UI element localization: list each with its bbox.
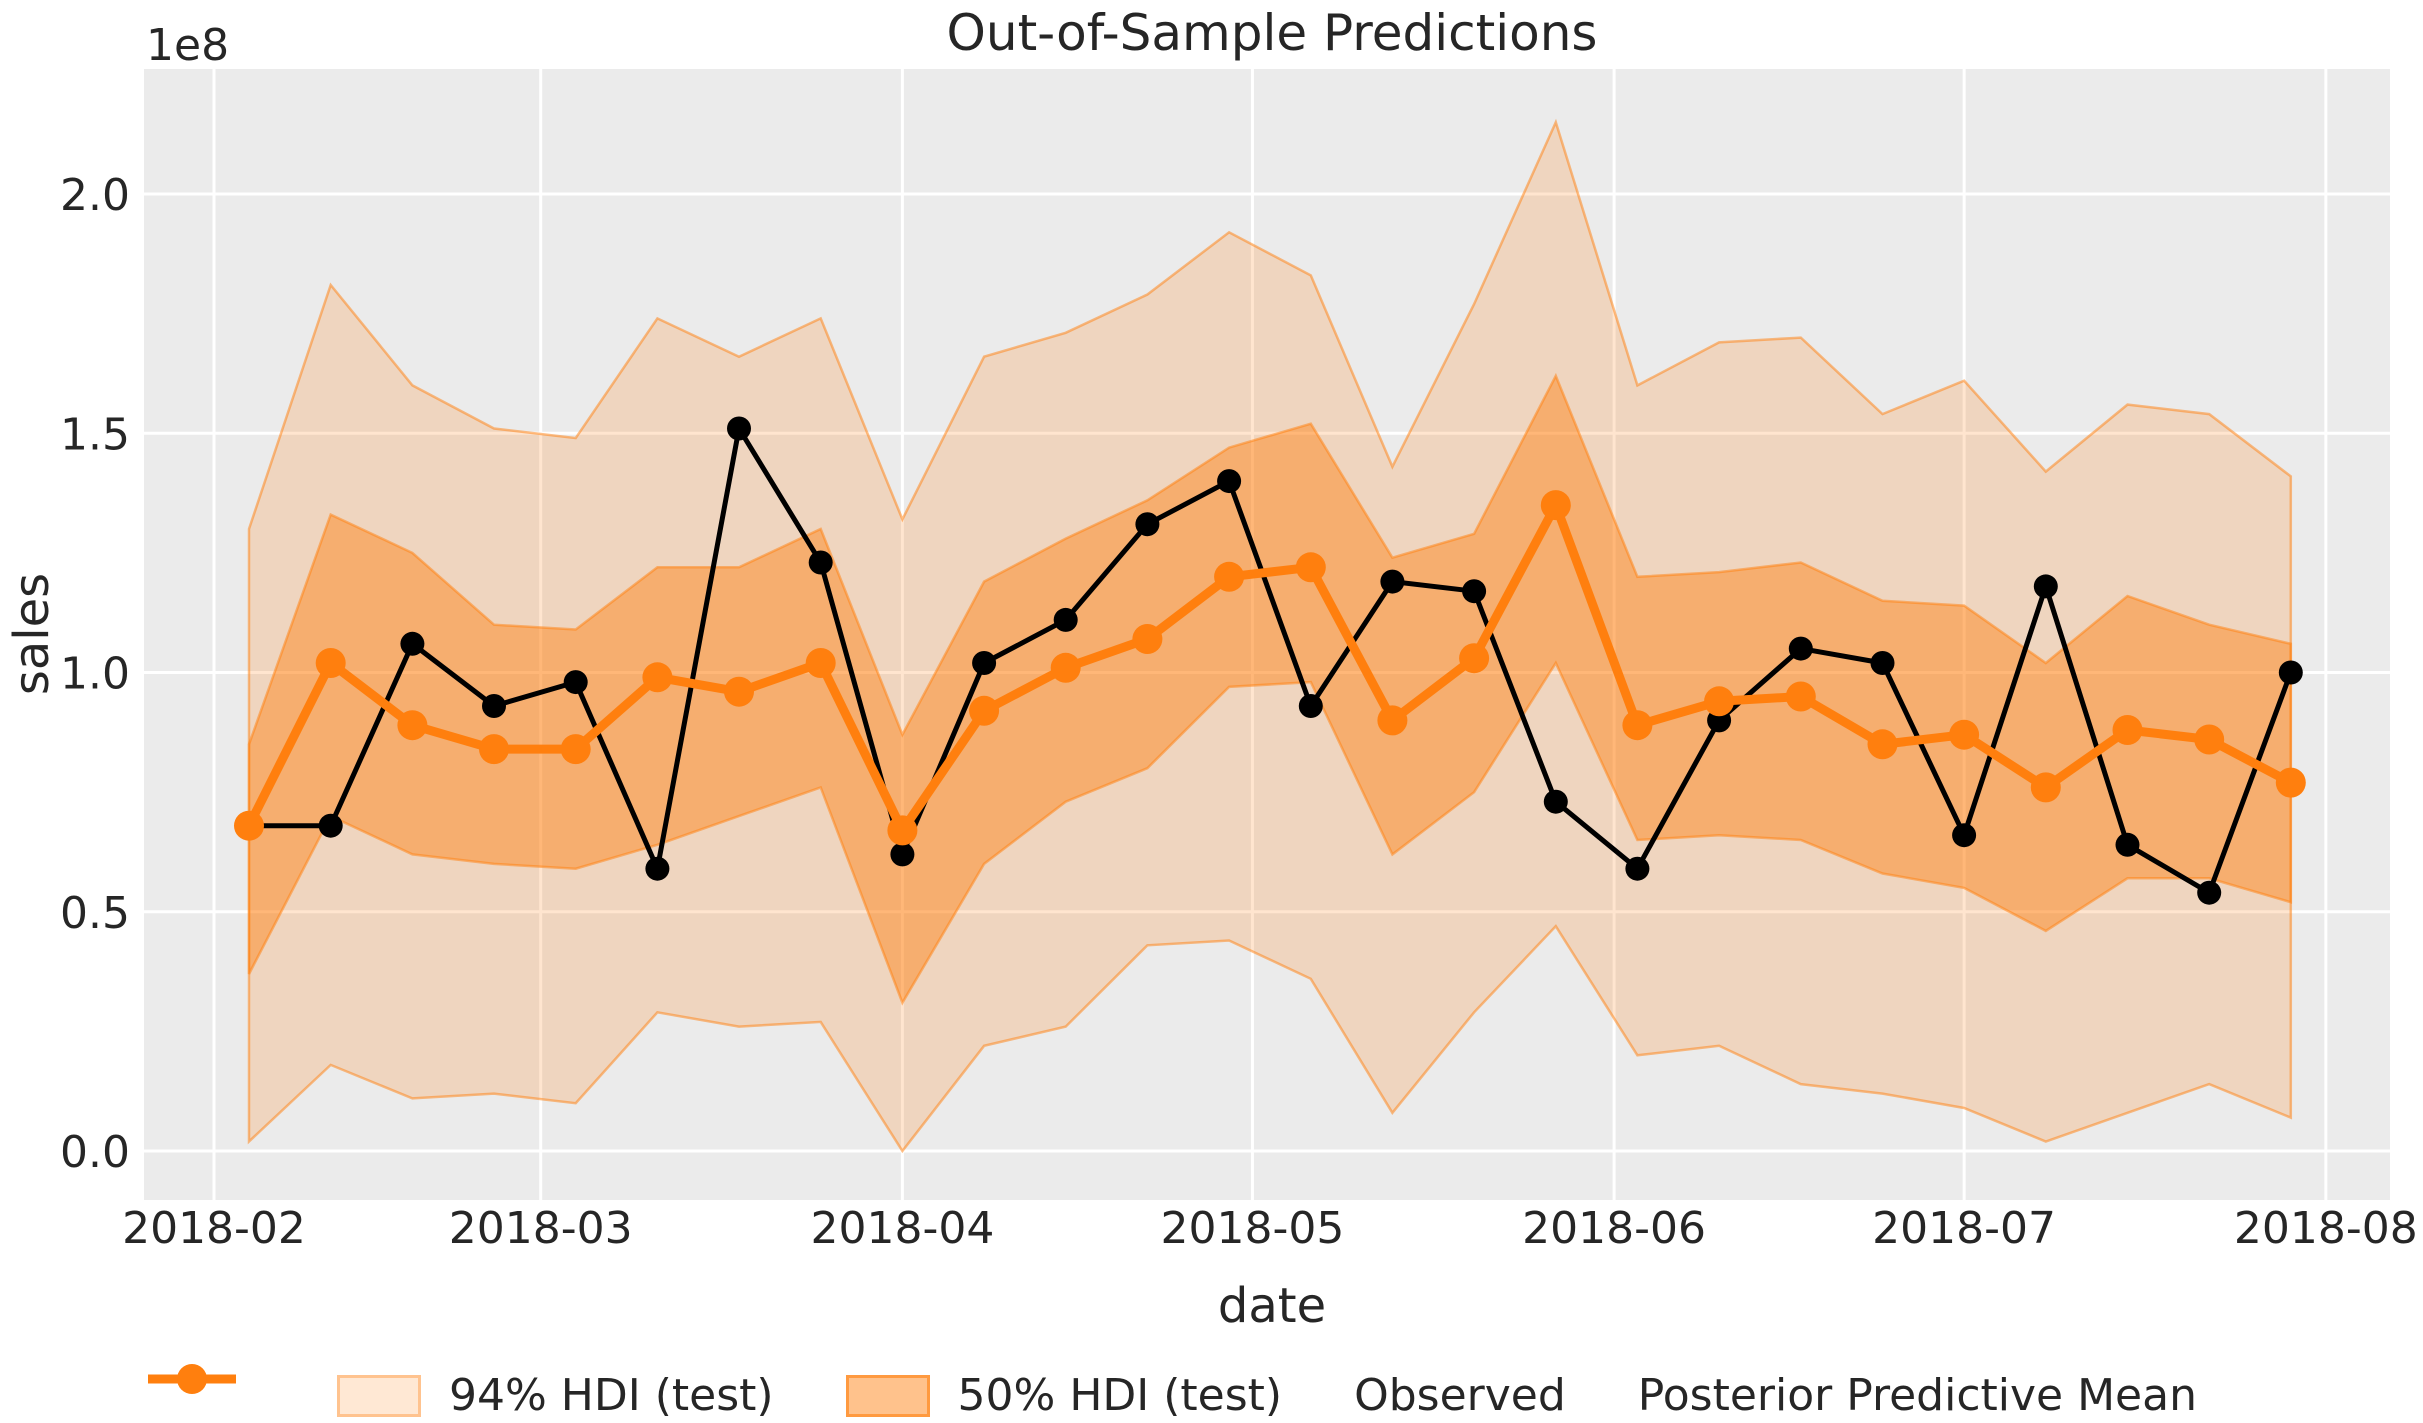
observed-marker	[1870, 651, 1895, 675]
posterior-mean-marker	[1949, 719, 1980, 750]
legend-item-posterior-mean: Posterior Predictive Mean	[148, 1364, 2197, 1421]
observed-marker	[890, 842, 915, 867]
x-tick-label: 2018-07	[1872, 1203, 2056, 1254]
hdi50-swatch-icon	[845, 1375, 930, 1417]
posterior-mean-marker	[234, 810, 264, 841]
x-tick-label: 2018-08	[2234, 1203, 2418, 1254]
legend-item-observed: Observed	[148, 1368, 1566, 1421]
posterior-mean-marker	[315, 648, 346, 678]
posterior-mean-marker	[2112, 715, 2143, 745]
observed-marker	[1380, 569, 1405, 594]
observed-marker	[2115, 832, 2140, 857]
posterior-mean-marker	[560, 734, 591, 765]
chart-title: Out-of-Sample Predictions	[947, 4, 1598, 62]
observed-marker	[1462, 579, 1487, 604]
posterior-mean-marker	[1459, 643, 1490, 674]
posterior-mean-marker	[1050, 652, 1081, 683]
posterior-mean-marker	[1540, 490, 1571, 521]
posterior-mean-marker-icon	[148, 1364, 236, 1394]
observed-marker	[2033, 574, 2058, 599]
posterior-mean-marker	[805, 648, 836, 678]
y-tick-label: 2.0	[60, 170, 130, 221]
legend-label-hdi50: 50% HDI (test)	[957, 1370, 1283, 1421]
observed-marker	[645, 856, 670, 881]
observed-marker	[1217, 469, 1242, 494]
observed-marker	[400, 631, 425, 656]
posterior-mean-marker	[2194, 724, 2225, 755]
observed-marker	[972, 651, 997, 675]
hdi94-band	[247, 118, 2293, 1154]
x-tick-label: 2018-06	[1522, 1203, 1706, 1254]
x-tick-label: 2018-03	[449, 1203, 633, 1254]
y-tick-label: 1.5	[60, 409, 130, 460]
observed-marker	[1135, 512, 1160, 537]
posterior-mean-marker	[1132, 624, 1163, 654]
posterior-mean-marker	[969, 695, 1000, 726]
observed-marker	[482, 694, 506, 718]
legend-label-observed: Observed	[1354, 1370, 1566, 1421]
legend: 94% HDI (test) 50% HDI (test) Observed P…	[144, 1356, 2390, 1423]
y-tick-label: 0.0	[60, 1127, 130, 1178]
posterior-mean-marker	[1377, 705, 1408, 736]
observed-marker	[2197, 880, 2222, 905]
posterior-mean-marker	[479, 734, 509, 765]
y-axis-label: sales	[4, 573, 60, 695]
observed-marker	[808, 550, 833, 575]
observed-marker	[1543, 789, 1568, 814]
posterior-mean-marker	[1622, 710, 1653, 741]
posterior-mean-marker	[397, 710, 428, 741]
legend-label-posterior-mean: Posterior Predictive Mean	[1637, 1370, 2197, 1421]
posterior-mean-marker	[724, 676, 754, 707]
x-tick-label: 2018-04	[810, 1203, 994, 1254]
posterior-mean-marker	[1867, 729, 1898, 760]
observed-marker	[1952, 823, 1977, 848]
observed-marker	[2278, 660, 2303, 685]
observed-marker	[727, 416, 751, 441]
posterior-mean-marker	[1704, 686, 1735, 717]
observed-marker	[563, 670, 588, 695]
observed-marker	[1788, 636, 1813, 661]
x-tick-label: 2018-02	[122, 1203, 306, 1254]
posterior-mean-marker	[2030, 772, 2061, 803]
observed-line	[249, 426, 2294, 896]
legend-item-hdi94: 94% HDI (test)	[337, 1374, 774, 1418]
axis-offset-label: 1e8	[146, 20, 229, 71]
plot-background	[144, 69, 2390, 1200]
y-tick-label: 1.0	[60, 649, 130, 700]
posterior-mean-marker	[2275, 767, 2306, 798]
y-tick-label: 0.5	[60, 888, 130, 939]
x-tick-label: 2018-05	[1160, 1203, 1344, 1254]
posterior-mean-marker	[642, 662, 673, 693]
posterior-mean-marker	[1295, 552, 1326, 583]
legend-label-hdi94: 94% HDI (test)	[449, 1370, 774, 1421]
observed-marker	[1053, 607, 1078, 632]
observed-marker	[318, 813, 343, 838]
observed-marker	[1625, 856, 1650, 881]
posterior-mean-marker	[1214, 561, 1245, 592]
posterior-mean-marker	[887, 815, 918, 846]
legend-item-hdi50: 50% HDI (test)	[845, 1370, 1283, 1421]
hdi94-swatch-icon	[337, 1375, 421, 1417]
x-axis-label: date	[1218, 1278, 1326, 1334]
posterior-mean-marker	[1785, 681, 1816, 712]
observed-marker	[1298, 694, 1323, 718]
